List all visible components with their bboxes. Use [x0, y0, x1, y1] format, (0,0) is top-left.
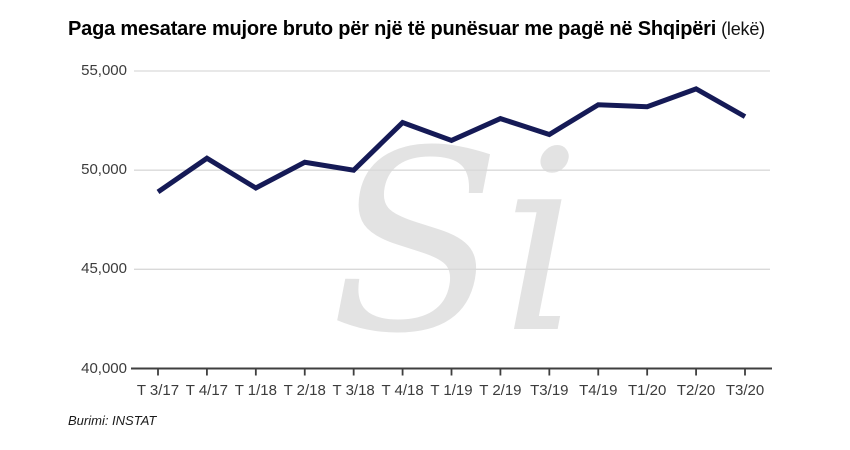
chart-title-text: Paga mesatare mujore bruto për një të pu… — [68, 18, 717, 40]
x-axis-label: T 3/18 — [332, 381, 375, 399]
x-axis-label: T3/20 — [725, 381, 765, 399]
x-axis-label: T 1/18 — [234, 381, 277, 399]
x-axis-label: T 3/17 — [136, 381, 180, 399]
y-axis-label: 55,000 — [81, 62, 127, 79]
chart-title-unit: (lekë) — [721, 19, 765, 39]
x-axis-label: T1/20 — [627, 381, 667, 399]
y-axis-label: 40,000 — [81, 359, 127, 377]
x-axis-label: T2/20 — [676, 381, 716, 399]
wage-trend-line — [156, 86, 747, 195]
x-axis-label: T4/19 — [579, 381, 618, 399]
chart-title: Paga mesatare mujore bruto për një të pu… — [68, 18, 765, 41]
x-axis-label: T 1/19 — [430, 381, 473, 399]
y-axis-label: 45,000 — [81, 260, 127, 278]
x-axis-label: T 4/18 — [381, 381, 424, 399]
x-axis-label: T 2/18 — [283, 381, 326, 399]
y-axis-label: 50,000 — [81, 161, 127, 179]
watermark-logo: Si — [330, 97, 582, 388]
x-axis-label: T 2/19 — [479, 381, 522, 399]
x-axis-label: T 4/17 — [185, 381, 229, 399]
x-axis-label: T3/19 — [530, 381, 569, 399]
source-note: Burimi: INSTAT — [68, 413, 157, 428]
